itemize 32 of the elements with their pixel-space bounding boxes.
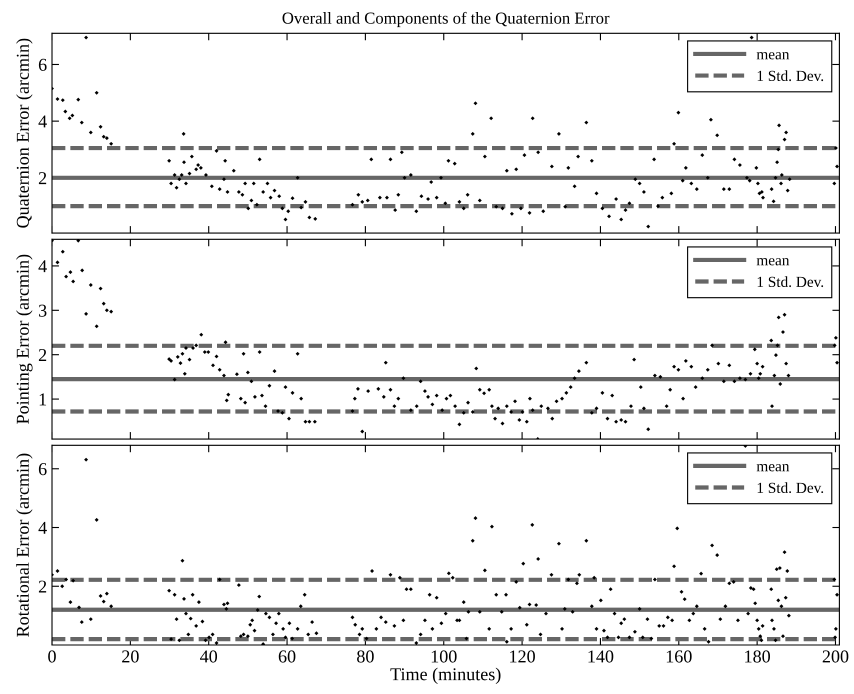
chart-title: Overall and Components of the Quaternion Error (282, 12, 610, 28)
x-tick-label: 80 (357, 650, 374, 663)
y-tick-label: 4 (38, 260, 47, 272)
y-axis-title: Quaternion Error (arcmin) (16, 38, 33, 228)
legend-label: 1 Std. Dev. (758, 276, 824, 288)
x-tick-label: 40 (200, 650, 218, 663)
x-axis-title: Time (minutes) (390, 668, 500, 684)
legend-label: mean (756, 52, 790, 60)
y-tick-label: 2 (38, 580, 46, 593)
x-tick-label: 60 (278, 650, 296, 663)
legend-label: 1 Std. Dev. (758, 482, 824, 494)
y-tick-label: 4 (38, 116, 47, 128)
x-tick-label: 100 (432, 650, 457, 663)
y-tick-label: 2 (38, 349, 46, 361)
x-tick-label: 140 (588, 650, 614, 663)
y-axis-title: Pointing Error (arcmin) (16, 254, 33, 424)
x-tick-label: 180 (745, 650, 770, 663)
y-tick-label: 1 (40, 393, 46, 406)
x-tick-label: 120 (510, 650, 535, 663)
legend-label: 1 Std. Dev. (758, 70, 824, 82)
y-tick-label: 3 (38, 304, 46, 317)
x-tick-label: 0 (48, 650, 56, 663)
y-tick-label: 6 (38, 58, 47, 71)
x-tick-label: 200 (822, 650, 848, 663)
x-tick-label: 160 (666, 650, 692, 663)
y-tick-label: 2 (38, 172, 46, 184)
legend-label: mean (756, 258, 790, 266)
y-axis-title: Rotational Error (arcmin) (16, 454, 33, 637)
y-tick-label: 4 (38, 522, 47, 534)
x-tick-label: 20 (122, 650, 139, 663)
legend-label: mean (756, 464, 790, 472)
y-tick-label: 6 (38, 463, 47, 476)
